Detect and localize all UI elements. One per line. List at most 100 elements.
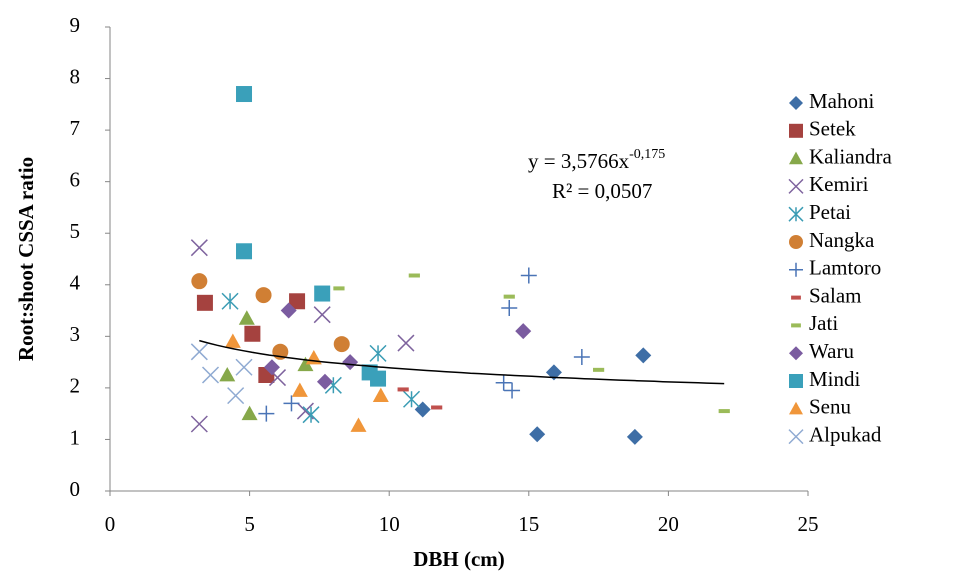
legend-marker [788,429,804,445]
point [431,405,443,410]
point [190,239,208,257]
point [196,294,213,311]
x-tick-label: 15 [518,512,539,536]
point [369,344,387,362]
point [236,86,253,103]
point [191,273,208,290]
point [626,428,643,445]
y-tick-label: 6 [70,167,81,191]
legend-label: Senu [809,395,852,419]
point [495,374,512,391]
point [573,348,590,365]
legend-label: Mahoni [809,89,874,113]
point [501,299,518,316]
legend-label: Petai [809,200,851,224]
legend-label: Jati [809,311,838,335]
legend-label: Salam [809,283,862,307]
point [302,406,320,424]
legend-label: Alpukad [809,422,882,446]
legend-label: Waru [809,339,854,363]
point [255,287,272,304]
point [280,302,297,319]
point [529,426,546,443]
y-tick-label: 0 [70,477,81,501]
legend-marker [788,206,804,222]
point [190,415,208,433]
legend-label: Kaliandra [809,144,892,168]
legend-marker [789,374,803,388]
point [718,409,730,414]
y-tick-label: 9 [70,13,81,37]
point [342,354,359,371]
equation-exponent: -0,175 [629,147,665,162]
trend-r2: R² = 0,0507 [552,179,652,203]
point [397,334,415,352]
point [235,358,253,376]
legend-marker [791,295,801,300]
y-tick-label: 7 [70,116,81,140]
point [241,405,258,421]
point [545,364,562,381]
legend-label: Lamtoro [809,256,881,280]
point [403,390,421,408]
y-tick-label: 5 [70,219,81,243]
y-axis-title: Root:shoot CSSA ratio [14,157,38,361]
legend-marker [789,401,803,415]
point [397,387,409,392]
y-tick-label: 3 [70,322,81,346]
legend-marker [789,235,803,249]
legend-label: Mindi [809,367,861,391]
legend-marker [789,346,803,361]
x-tick-label: 10 [379,512,400,536]
y-tick-label: 2 [70,374,81,398]
point [313,306,331,324]
point [515,323,532,340]
x-tick-label: 20 [658,512,679,536]
x-tick-label: 5 [244,512,255,536]
point [316,373,333,390]
point [593,367,605,372]
x-tick-label: 0 [105,512,116,536]
y-tick-label: 8 [70,64,81,88]
point [236,243,253,260]
x-tick-label: 25 [798,512,819,536]
legend-marker [789,262,803,277]
legend-label: Setek [809,117,856,141]
point [305,349,322,365]
point [291,382,308,397]
point [408,273,420,278]
legend-marker [789,151,803,165]
point [190,343,208,361]
y-tick-label: 4 [70,271,81,295]
point [227,387,245,405]
legend-marker [789,96,803,110]
point [224,333,241,348]
legend-label: Nangka [809,228,875,252]
point [238,310,255,325]
point [201,366,220,384]
point [503,294,515,299]
point [314,285,331,302]
y-tick-label: 1 [70,425,81,449]
point [504,382,521,399]
equation-base: y = 3,5766x [528,149,630,173]
point [258,405,275,422]
legend-marker [789,123,803,138]
point [333,286,345,291]
point [350,417,367,432]
point [635,347,652,364]
legend-marker [788,178,804,194]
x-axis-title: DBH (cm) [413,547,505,571]
point [520,267,537,284]
trend-equation: y = 3,5766x-0,175 [528,147,665,173]
point [221,292,239,310]
point [244,325,261,342]
legend-label: Kemiri [809,172,869,196]
legend-marker [791,323,801,328]
trendline [199,339,725,385]
point [370,370,387,387]
point [372,387,389,403]
point [283,395,300,412]
point [297,356,314,372]
